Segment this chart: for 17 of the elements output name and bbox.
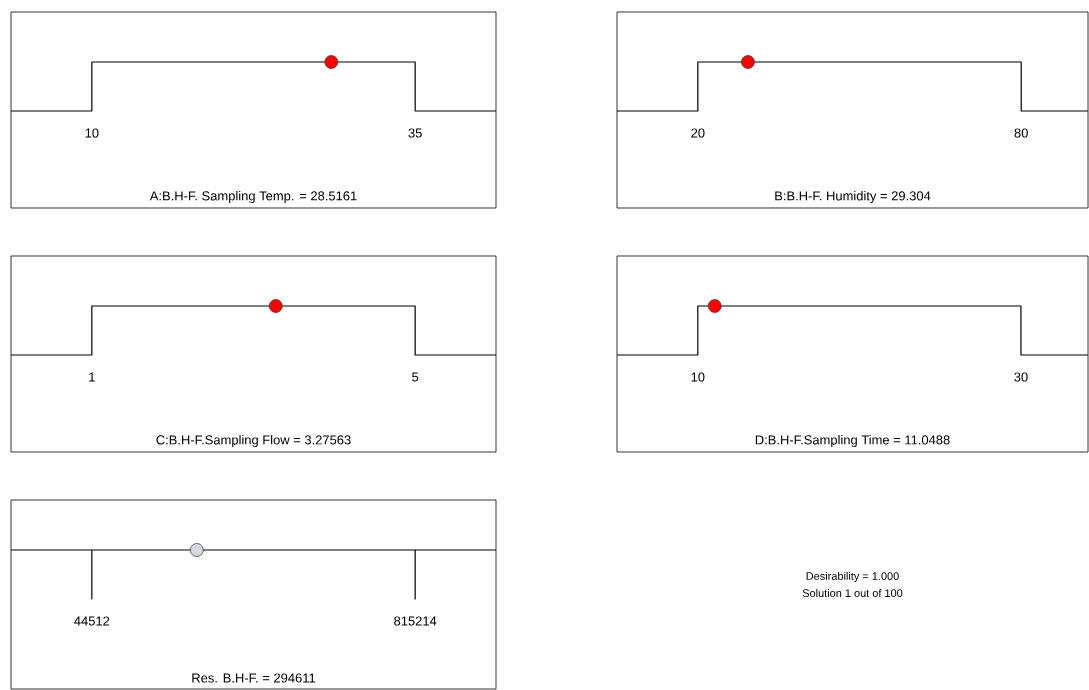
x-tick-label: 30 [1014,372,1028,382]
x-axis-title: Res. B.H-F. = 294611 [192,673,316,683]
x-tick-label: 815214 [394,616,437,626]
x-axis-title: D:B.H-F.Sampling Time = 11.0488 [755,434,950,448]
x-tick-label: 10 [85,128,99,138]
x-tick-label: 35 [408,128,422,138]
x-tick-label: 10 [691,372,705,382]
x-axis-title: C:B.H-F.Sampling Flow = 3.27563 [156,434,351,448]
text: Desirability = 1.000 [806,571,899,583]
x-tick-label: 80 [1014,128,1028,138]
x-axis-title: A:B.H-F. Sampling Temp. = 28.5161 [149,190,357,204]
x-tick-label: 5 [412,372,419,382]
x-tick-label: 20 [691,128,705,138]
x-tick-label: 1 [89,372,95,382]
x-tick-label: 44512 [74,616,110,626]
x-axis-title: B:B.H-F. Humidity = 29.304 [775,190,931,204]
text: Solution 1 out of 100 [802,588,903,598]
